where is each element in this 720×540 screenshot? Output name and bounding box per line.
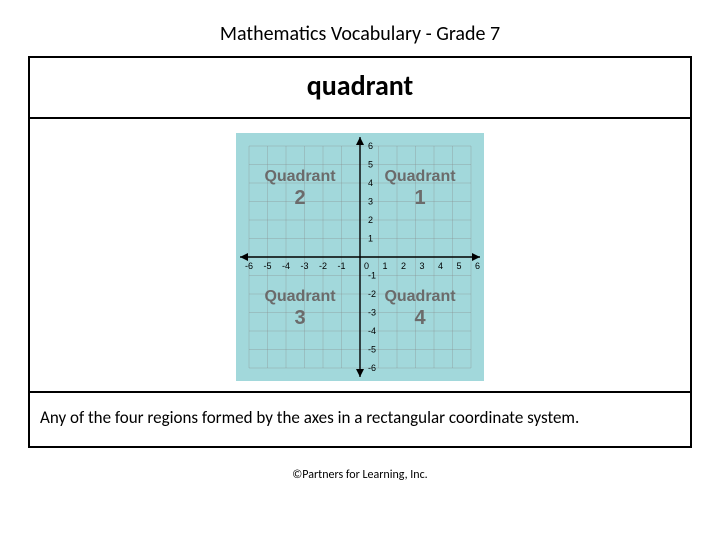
- copyright: ©Partners for Learning, Inc.: [0, 448, 720, 482]
- svg-text:-5: -5: [263, 261, 271, 271]
- svg-text:1: 1: [383, 261, 388, 271]
- svg-text:2: 2: [401, 261, 406, 271]
- svg-text:-6: -6: [245, 261, 253, 271]
- svg-text:-1: -1: [368, 271, 376, 281]
- svg-text:4: 4: [438, 261, 443, 271]
- svg-text:5: 5: [457, 261, 462, 271]
- svg-text:-2: -2: [319, 261, 327, 271]
- figure-row: 0123456-6-5-4-3-2-1123456-1-2-3-4-5-6 Qu…: [30, 119, 690, 391]
- svg-text:-3: -3: [300, 261, 308, 271]
- svg-text:6: 6: [475, 261, 480, 271]
- quadrant-label-3: Quadrant3: [250, 287, 350, 330]
- svg-text:-4: -4: [282, 261, 290, 271]
- svg-text:0: 0: [364, 261, 369, 271]
- vocab-card: quadrant 0123456-6-5-4-3-2-1123456-1-2-3…: [28, 56, 692, 448]
- svg-text:2: 2: [368, 215, 373, 225]
- quadrant-label-4: Quadrant4: [370, 287, 470, 330]
- coordinate-grid: 0123456-6-5-4-3-2-1123456-1-2-3-4-5-6 Qu…: [236, 133, 484, 381]
- svg-text:1: 1: [368, 234, 373, 244]
- definition: Any of the four regions formed by the ax…: [30, 391, 690, 446]
- quadrant-label-1: Quadrant1: [370, 167, 470, 210]
- svg-text:-6: -6: [368, 363, 376, 373]
- page-title: Mathematics Vocabulary - Grade 7: [0, 0, 720, 56]
- svg-text:3: 3: [420, 261, 425, 271]
- svg-text:-5: -5: [368, 345, 376, 355]
- svg-text:6: 6: [368, 141, 373, 151]
- term: quadrant: [30, 58, 690, 119]
- quadrant-label-2: Quadrant2: [250, 167, 350, 210]
- svg-text:-1: -1: [337, 261, 345, 271]
